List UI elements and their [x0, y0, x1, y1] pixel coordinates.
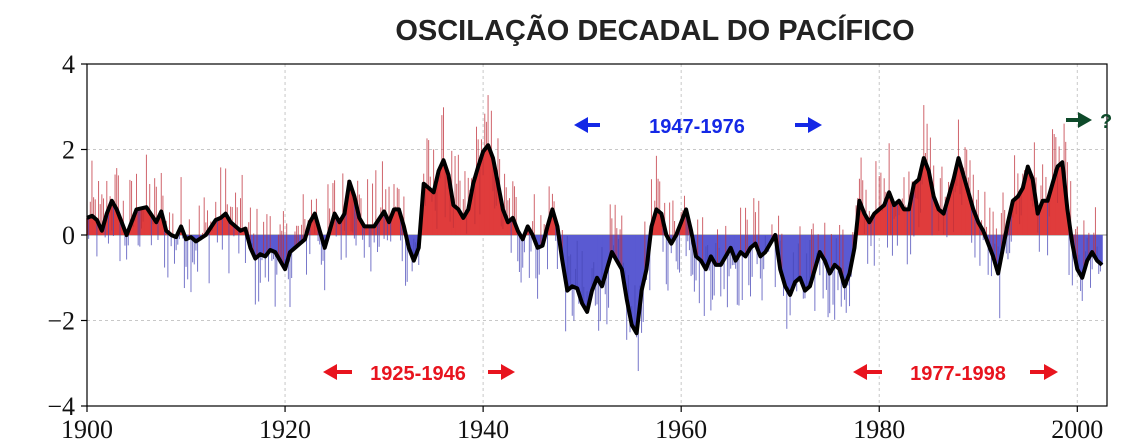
label-1925-1946: 1925-1946 — [370, 363, 466, 385]
y-tick-label: −4 — [47, 392, 75, 421]
y-tick-label: −2 — [47, 307, 75, 336]
x-tick-label: 1920 — [259, 415, 311, 443]
chart-title: OSCILAÇÃO DECADAL DO PACÍFICO — [395, 13, 914, 47]
y-tick-label: 2 — [62, 136, 75, 165]
negative-bar — [1101, 235, 1102, 265]
label-1977-1998: 1977-1998 — [910, 363, 1006, 385]
x-tick-label: 2000 — [1051, 415, 1103, 443]
y-tick-label: 4 — [62, 50, 75, 79]
x-tick-label: 1980 — [853, 415, 905, 443]
y-tick-label: 0 — [62, 221, 75, 250]
label-1947-1976: 1947-1976 — [649, 116, 745, 138]
x-tick-label: 1940 — [457, 415, 509, 443]
x-tick-label: 1960 — [655, 415, 707, 443]
label-question: ? — [1100, 111, 1112, 133]
